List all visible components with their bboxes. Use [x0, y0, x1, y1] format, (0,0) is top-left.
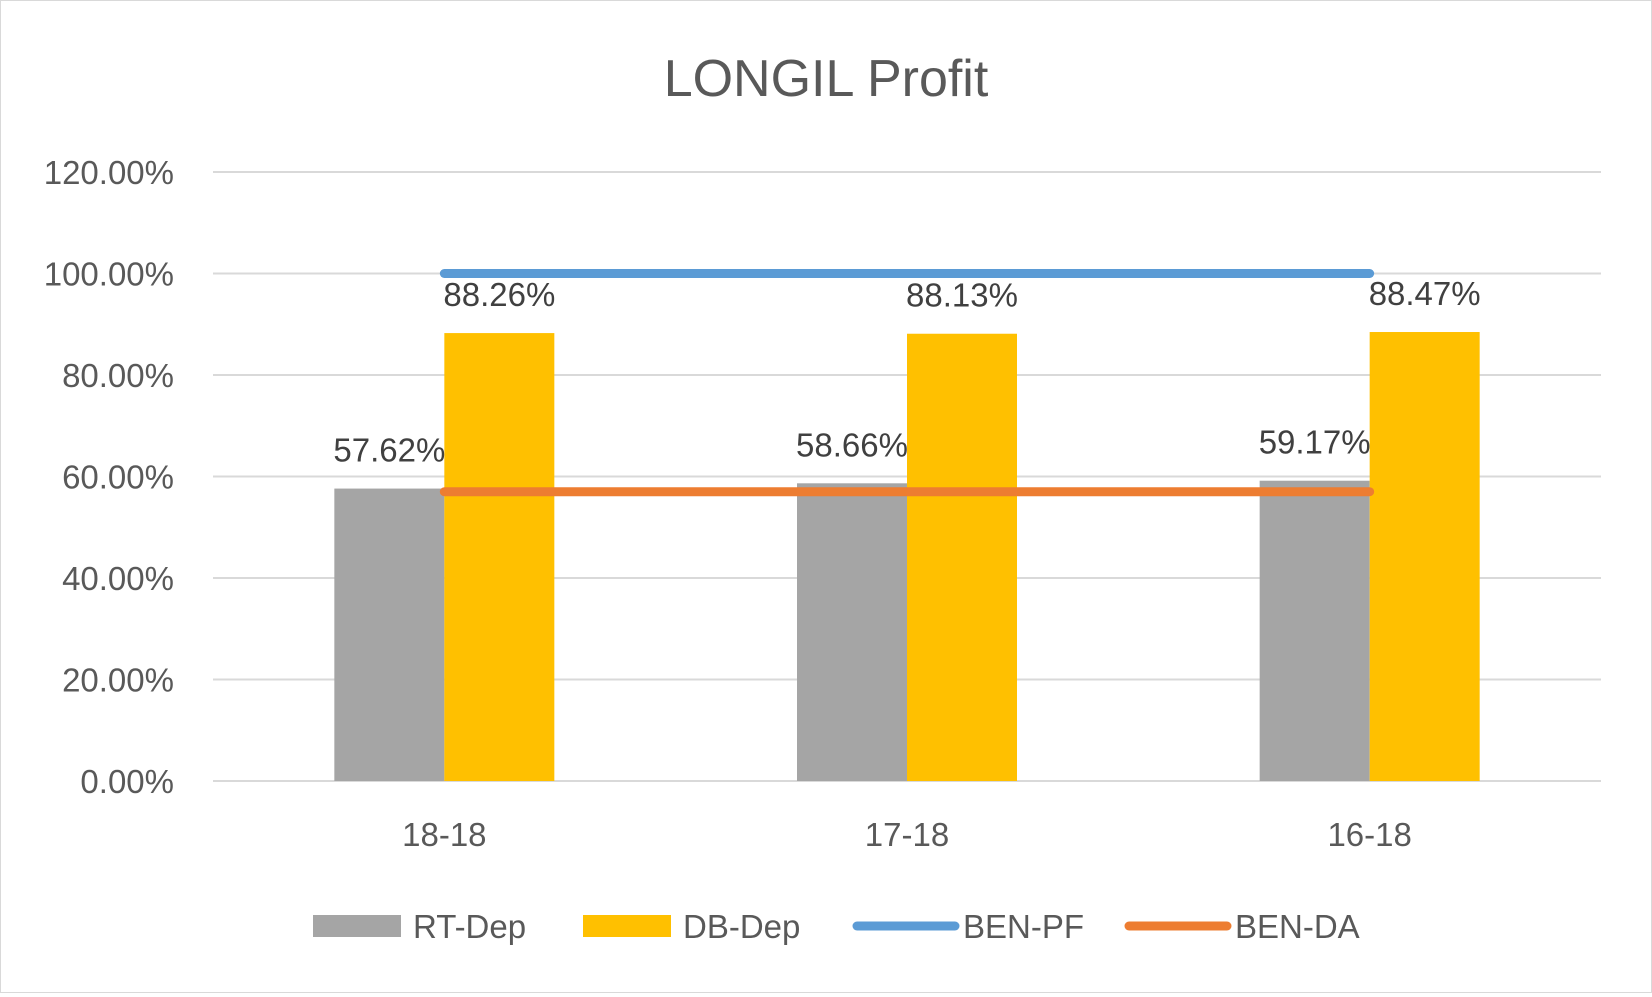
legend: RT-Dep DB-Dep BEN-PF BEN-DA	[313, 908, 1360, 945]
legend-swatch	[313, 915, 401, 937]
legend-label: BEN-DA	[1235, 908, 1360, 945]
data-label: 59.17%	[1259, 424, 1371, 461]
y-axis-tick-labels: 0.00% 20.00% 40.00% 60.00% 80.00% 100.00% 120.…	[44, 154, 174, 800]
data-label: 88.47%	[1369, 275, 1481, 312]
data-label: 88.26%	[443, 276, 555, 313]
data-label: 58.66%	[796, 426, 908, 463]
bar-rt-dep	[334, 488, 445, 781]
x-tick-label: 17-18	[865, 816, 949, 853]
data-label: 88.13%	[906, 277, 1018, 314]
bar-db-dep	[1369, 332, 1480, 781]
y-tick-label: 20.00%	[62, 662, 174, 699]
bar-rt-dep	[1259, 480, 1370, 781]
legend-label: DB-Dep	[683, 908, 800, 945]
data-labels: 57.62% 58.66% 59.17% 88.26% 88.13% 88.47%	[333, 275, 1480, 469]
legend-item: DB-Dep	[583, 908, 800, 945]
bar-db-dep	[444, 333, 555, 781]
x-tick-label: 16-18	[1327, 816, 1411, 853]
legend-swatch	[583, 915, 671, 937]
data-label: 57.62%	[333, 432, 445, 469]
y-tick-label: 100.00%	[44, 256, 174, 293]
y-tick-label: 60.00%	[62, 459, 174, 496]
x-tick-label: 18-18	[402, 816, 486, 853]
chart-title: LONGIL Profit	[664, 50, 989, 108]
y-tick-label: 80.00%	[62, 357, 174, 394]
bar-rt-dep	[797, 483, 907, 781]
legend-item: BEN-PF	[852, 908, 1084, 945]
y-tick-label: 0.00%	[80, 763, 174, 800]
lines	[439, 269, 1375, 497]
legend-label: BEN-PF	[963, 908, 1084, 945]
legend-label: RT-Dep	[413, 908, 526, 945]
bar-db-dep	[907, 333, 1017, 781]
y-tick-label: 120.00%	[44, 154, 174, 191]
legend-item: BEN-DA	[1124, 908, 1360, 945]
y-tick-label: 40.00%	[62, 560, 174, 597]
x-axis-tick-labels: 18-18 17-18 16-18	[402, 816, 1412, 853]
legend-item: RT-Dep	[313, 908, 526, 945]
bars	[334, 332, 1480, 781]
